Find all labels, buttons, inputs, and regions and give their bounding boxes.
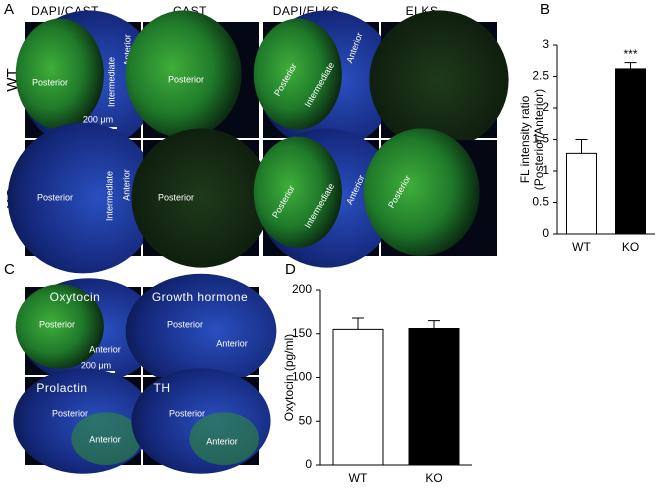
image-label: Posterior xyxy=(167,319,203,329)
micrograph xyxy=(253,10,397,150)
image-label: 200 μm xyxy=(83,114,113,124)
image-title: TH xyxy=(154,381,171,395)
micrograph xyxy=(363,128,497,256)
image-label: Posterior xyxy=(168,74,204,84)
y-tick-label: 100 xyxy=(292,370,312,384)
bar xyxy=(566,152,597,235)
y-tick-label: 0 xyxy=(305,457,312,471)
image-label: Anterior xyxy=(206,436,238,446)
error-bar xyxy=(575,139,588,154)
dim-tissue xyxy=(131,128,271,268)
green-tissue xyxy=(253,136,342,248)
micrograph xyxy=(131,128,271,268)
panel-label: B xyxy=(540,1,550,18)
image-label: Posterior xyxy=(39,319,75,329)
x-tick-label: WT xyxy=(572,240,591,254)
green-tissue xyxy=(15,18,104,130)
micrograph xyxy=(125,273,277,389)
panel-label: A xyxy=(4,1,14,18)
y-tick-label: 200 xyxy=(292,282,312,296)
image-label: Intermediate xyxy=(106,57,116,107)
y-tick-label: 3 xyxy=(542,37,549,51)
panel-label: D xyxy=(285,261,296,278)
y-tick-label: 50 xyxy=(299,413,313,427)
y-tick-label: 2.5 xyxy=(532,69,549,83)
micrograph xyxy=(131,368,271,474)
image-label: Anterior xyxy=(122,34,132,66)
micrograph xyxy=(13,368,153,474)
y-axis-label: FL intensity ratio xyxy=(518,95,532,183)
x-tick-label: KO xyxy=(425,471,442,485)
image-title: Growth hormone xyxy=(152,290,248,304)
micrograph xyxy=(369,10,509,150)
y-tick-label: 0.5 xyxy=(532,195,549,209)
image-label: Posterior xyxy=(32,77,68,87)
bar xyxy=(408,328,460,466)
error-bar xyxy=(428,320,440,329)
green-spots xyxy=(189,412,259,465)
y-axis-label: Oxytocin (pg/ml) xyxy=(282,334,296,421)
image-label: Posterior xyxy=(158,192,194,202)
image-label: Posterior xyxy=(169,408,205,418)
significance: *** xyxy=(623,47,637,61)
error-bar xyxy=(352,317,364,330)
image-label: Anterior xyxy=(216,338,248,348)
image-label: Posterior xyxy=(37,192,73,202)
image-label: Anterior xyxy=(89,344,121,354)
micrograph xyxy=(7,122,159,274)
image-label: Intermediate xyxy=(104,171,114,221)
y-tick-label: 1 xyxy=(542,163,549,177)
y-tick-label: 1.5 xyxy=(532,132,549,146)
y-tick-label: 0 xyxy=(542,226,549,240)
blue-tissue xyxy=(7,122,159,274)
image-title: Prolactin xyxy=(36,381,87,395)
micrograph xyxy=(125,10,259,139)
x-tick-label: WT xyxy=(349,471,368,485)
green-tissue xyxy=(363,128,480,256)
bar xyxy=(615,68,646,235)
micrograph xyxy=(15,10,159,150)
image-title: Oxytocin xyxy=(50,290,101,304)
image-label: 200 μm xyxy=(81,360,111,370)
image-label: Anterior xyxy=(89,434,121,444)
dim-tissue xyxy=(369,10,509,150)
panel-label: C xyxy=(4,261,15,278)
micrograph xyxy=(15,278,159,384)
bar xyxy=(332,328,384,466)
blue-tissue xyxy=(125,273,277,389)
image-label: Anterior xyxy=(121,169,131,201)
image-label: Posterior xyxy=(52,408,88,418)
y-tick-label: 150 xyxy=(292,326,312,340)
green-spots xyxy=(71,412,141,465)
x-tick-label: KO xyxy=(622,240,639,254)
y-axis-label: (Posterior/Anterior) xyxy=(532,89,546,190)
green-tissue xyxy=(125,10,242,139)
micrograph xyxy=(253,128,397,268)
error-bar xyxy=(624,62,637,69)
green-tissue xyxy=(253,18,342,130)
green-tissue xyxy=(15,284,104,369)
y-tick-label: 2 xyxy=(542,100,549,114)
